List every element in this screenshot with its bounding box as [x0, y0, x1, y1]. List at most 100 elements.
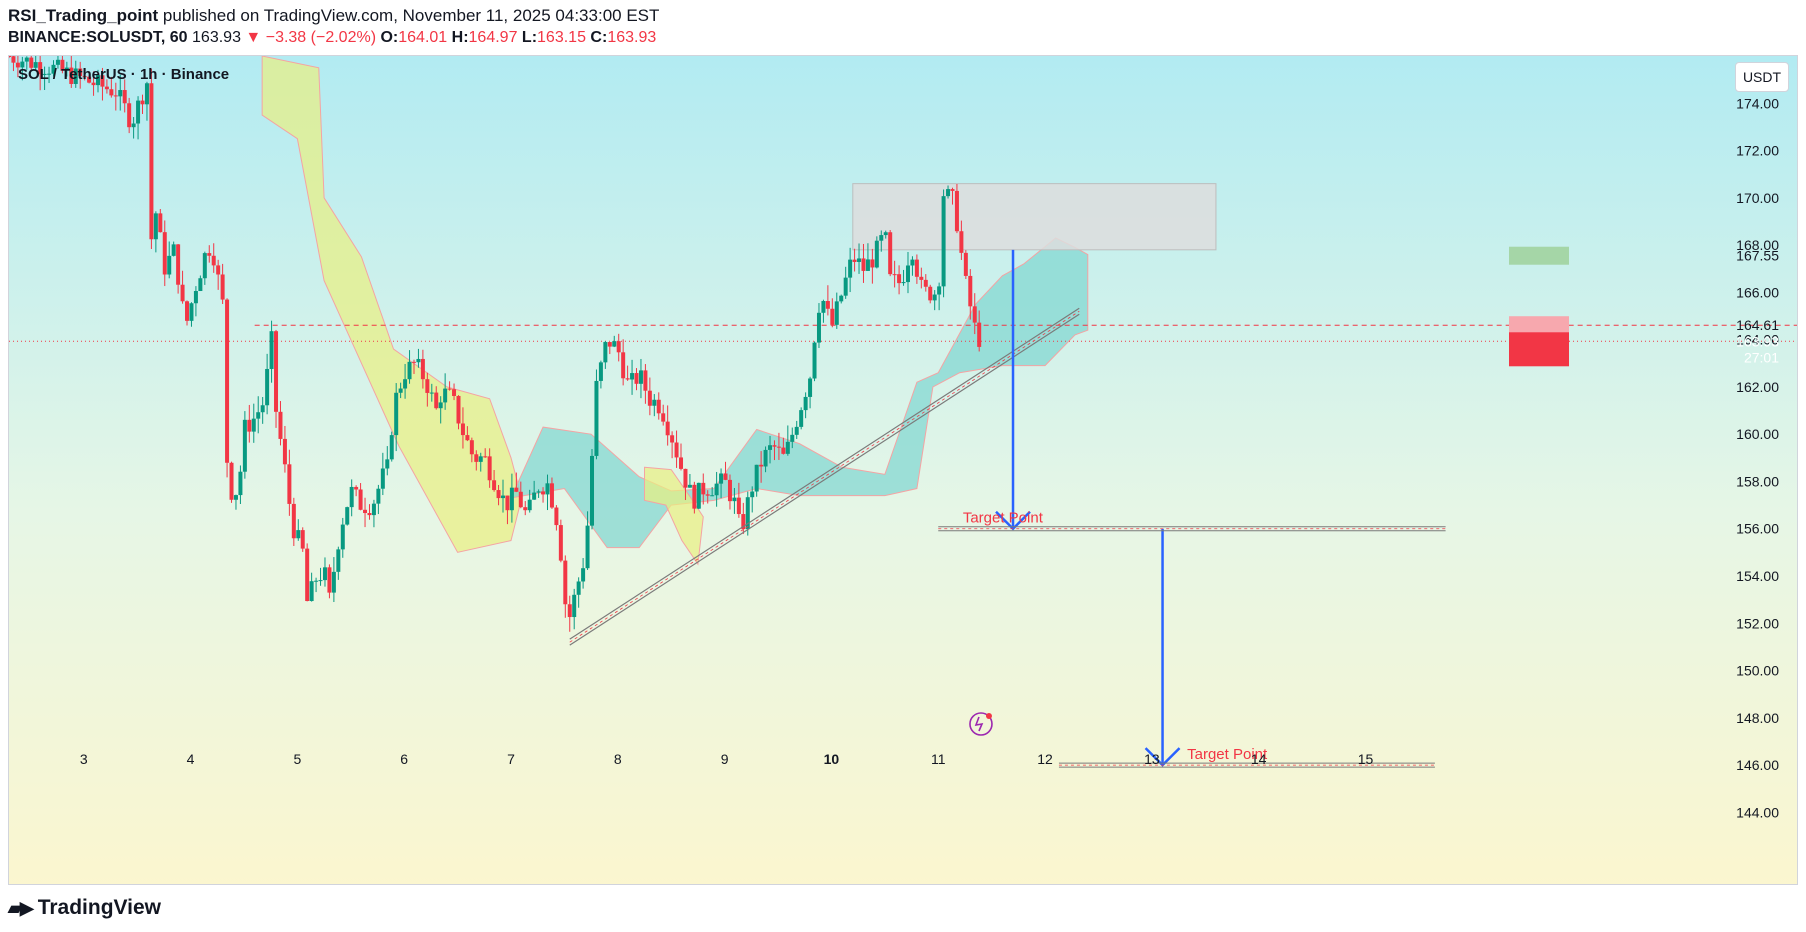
- candle: [171, 241, 176, 257]
- candle: [336, 546, 341, 580]
- candle-body: [33, 62, 38, 68]
- chart-widgets[interactable]: [969, 712, 993, 736]
- candle: [723, 461, 728, 481]
- candle: [269, 320, 274, 383]
- candle: [349, 479, 354, 517]
- candle-body: [665, 421, 670, 436]
- candle-body: [754, 464, 759, 492]
- candle-body: [269, 331, 274, 369]
- candle-body: [60, 59, 65, 71]
- symbol-legend[interactable]: SOL / TetherUS · 1h · Binance: [18, 66, 230, 83]
- candle: [848, 247, 853, 293]
- candle: [612, 335, 617, 348]
- candle-body: [122, 90, 127, 104]
- target-point-label[interactable]: Target Point: [1187, 746, 1268, 763]
- candle: [429, 383, 434, 402]
- candle-body: [549, 483, 554, 508]
- target-labels[interactable]: Target Point Target Point: [938, 510, 1446, 768]
- candle-body: [162, 232, 167, 275]
- author-name[interactable]: RSI_Trading_point: [8, 6, 159, 25]
- candle-body: [478, 456, 483, 462]
- candle: [24, 56, 29, 70]
- candle-body: [113, 95, 118, 97]
- candle-body: [874, 240, 879, 268]
- candle-body: [834, 301, 839, 325]
- candle: [309, 572, 314, 602]
- candle: [825, 285, 830, 316]
- candle: [73, 60, 78, 88]
- price-label-bg: [1509, 332, 1569, 367]
- candle-body: [861, 258, 866, 271]
- candle: [487, 448, 492, 488]
- candle-body: [803, 396, 808, 411]
- candle-body: [11, 56, 16, 63]
- candle: [452, 383, 457, 401]
- candle-body: [830, 308, 835, 325]
- candle: [469, 437, 474, 463]
- candle-body: [452, 389, 457, 396]
- candle-body: [905, 265, 910, 283]
- candle-body: [594, 380, 599, 456]
- candle: [928, 284, 933, 304]
- candle: [923, 274, 928, 292]
- candle: [647, 377, 652, 416]
- candle: [563, 555, 568, 618]
- price-tick-label: 144.00: [1736, 804, 1779, 820]
- publish-header: RSI_Trading_point published on TradingVi…: [8, 6, 659, 26]
- candle: [954, 183, 959, 234]
- candle-body: [888, 232, 893, 275]
- candle: [274, 329, 279, 428]
- candle: [714, 471, 719, 507]
- lightning-icon[interactable]: [969, 712, 993, 736]
- candle: [830, 298, 835, 328]
- trendline-channel[interactable]: [569, 307, 1080, 646]
- low-label: L:: [521, 29, 538, 46]
- time-axis[interactable]: 3 4 5 6 7 8 9 10 11 12 13 14 15: [80, 751, 1374, 767]
- candle-body: [229, 462, 234, 500]
- candle: [438, 396, 443, 424]
- price-axis[interactable]: 144.00 146.00 148.00 150.00 152.00 154.00 156.…: [1499, 56, 1798, 885]
- candle-body: [914, 259, 919, 277]
- candle-body: [24, 57, 29, 62]
- candle-body: [456, 395, 461, 424]
- trendline-mid[interactable]: [569, 310, 1080, 643]
- candle-body: [171, 244, 176, 256]
- bull-cloud: [510, 237, 1089, 549]
- candle-body: [812, 342, 817, 379]
- target-point-label[interactable]: Target Point: [963, 510, 1044, 527]
- currency-unit-button[interactable]: USDT: [1735, 62, 1789, 92]
- price-tick-label: 152.00: [1736, 615, 1779, 631]
- resistance-box[interactable]: [852, 183, 1217, 251]
- trendline-upper[interactable]: [569, 307, 1080, 640]
- candle: [661, 404, 666, 426]
- candle: [861, 243, 866, 283]
- candle-body: [603, 342, 608, 363]
- candle-body: [950, 189, 955, 191]
- candle: [331, 557, 336, 603]
- candle-body: [799, 410, 804, 427]
- candle-body: [305, 548, 310, 602]
- candle: [251, 403, 256, 443]
- candle-body: [585, 525, 590, 569]
- candle-body: [923, 279, 928, 287]
- candle-body: [216, 265, 221, 275]
- candle: [674, 430, 679, 468]
- candle-body: [487, 456, 492, 481]
- chart-canvas[interactable]: Target Point Target Point 144.00146.00148…: [9, 56, 1798, 885]
- candle-body: [242, 419, 247, 472]
- candle-body: [558, 525, 563, 561]
- candle-body: [937, 286, 942, 295]
- candle: [247, 404, 252, 443]
- tradingview-logo[interactable]: ▰▶ TradingView: [8, 896, 161, 920]
- candle: [727, 474, 732, 510]
- candle: [367, 504, 372, 520]
- chart-pane[interactable]: Target Point Target Point 144.00 146.00 148…: [8, 55, 1798, 885]
- lightning-bolt: [974, 716, 984, 732]
- candle: [380, 452, 385, 496]
- candle: [113, 82, 118, 111]
- trendline-lower[interactable]: [569, 313, 1080, 646]
- candle-body: [901, 282, 906, 284]
- candle-body: [29, 57, 34, 68]
- candle-body: [616, 341, 621, 353]
- candle-body: [732, 497, 737, 502]
